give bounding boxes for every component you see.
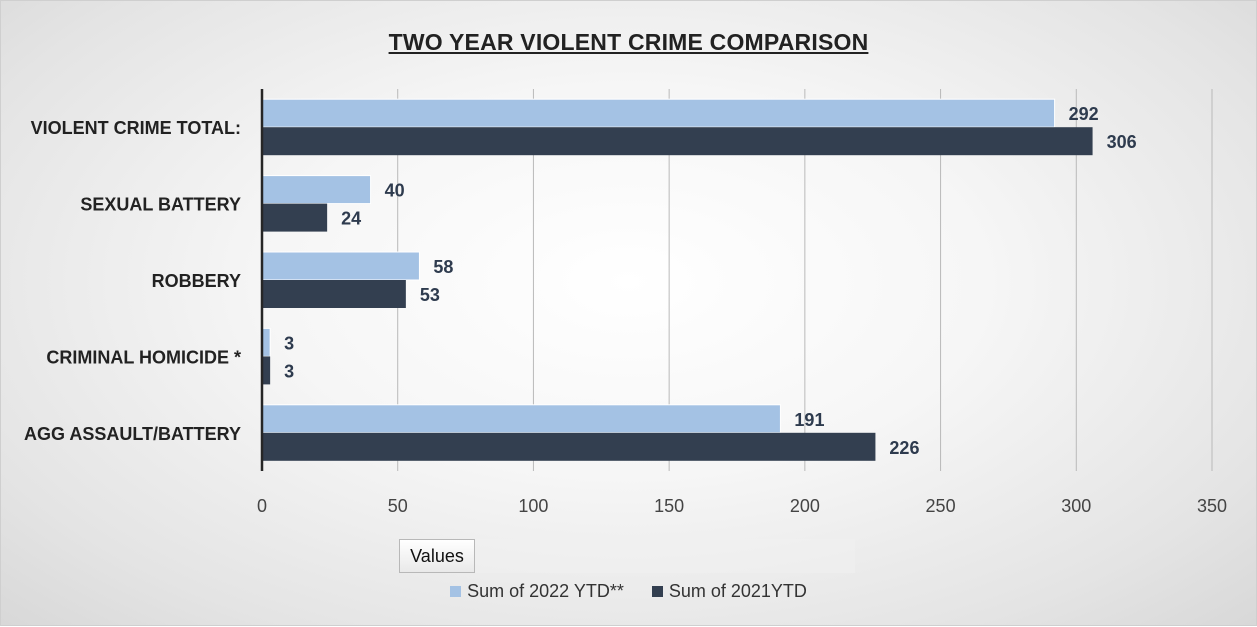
- bar: [262, 203, 328, 232]
- data-label: 292: [1069, 104, 1099, 124]
- legend-swatch: [450, 586, 462, 597]
- x-tick-label: 100: [518, 496, 548, 516]
- x-tick-label: 200: [790, 496, 820, 516]
- data-label: 40: [385, 181, 405, 201]
- bar: [261, 251, 420, 281]
- data-label: 3: [284, 333, 294, 353]
- data-label: 226: [889, 438, 919, 458]
- legend-item: Sum of 2022 YTD**: [450, 581, 624, 602]
- chart-legend: Sum of 2022 YTD** Sum of 2021YTD: [1, 581, 1256, 602]
- bar: [261, 404, 781, 434]
- chart-title: TWO YEAR VIOLENT CRIME COMPARISON: [388, 29, 869, 55]
- category-label: VIOLENT CRIME TOTAL:: [31, 118, 241, 138]
- legend-label: Sum of 2021YTD: [668, 581, 807, 601]
- legend-swatch: [651, 586, 663, 597]
- x-tick-label: 250: [926, 496, 956, 516]
- bar: [262, 432, 876, 461]
- x-tick-label: 300: [1061, 496, 1091, 516]
- data-label: 53: [420, 285, 440, 305]
- data-label: 191: [794, 410, 824, 430]
- category-label: SEXUAL BATTERY: [80, 195, 241, 215]
- bar: [262, 127, 1093, 156]
- bar: [261, 98, 1056, 128]
- category-label: ROBBERY: [152, 271, 241, 291]
- bar: [262, 356, 271, 385]
- data-label: 58: [433, 257, 453, 277]
- x-tick-label: 0: [257, 496, 267, 516]
- category-label: AGG ASSAULT/BATTERY: [24, 424, 241, 444]
- x-tick-label: 150: [654, 496, 684, 516]
- legend-label: Sum of 2022 YTD**: [467, 581, 624, 601]
- data-label: 3: [284, 361, 294, 381]
- field-area: [475, 539, 855, 573]
- bar: [261, 175, 372, 205]
- values-field-button[interactable]: Values: [399, 539, 475, 573]
- data-label: 306: [1107, 132, 1137, 152]
- data-label: 24: [341, 209, 361, 229]
- legend-item: Sum of 2021YTD: [651, 581, 807, 602]
- category-label: CRIMINAL HOMICIDE *: [46, 347, 241, 367]
- bar: [262, 280, 406, 308]
- x-tick-label: 350: [1197, 496, 1227, 516]
- x-tick-label: 50: [388, 496, 408, 516]
